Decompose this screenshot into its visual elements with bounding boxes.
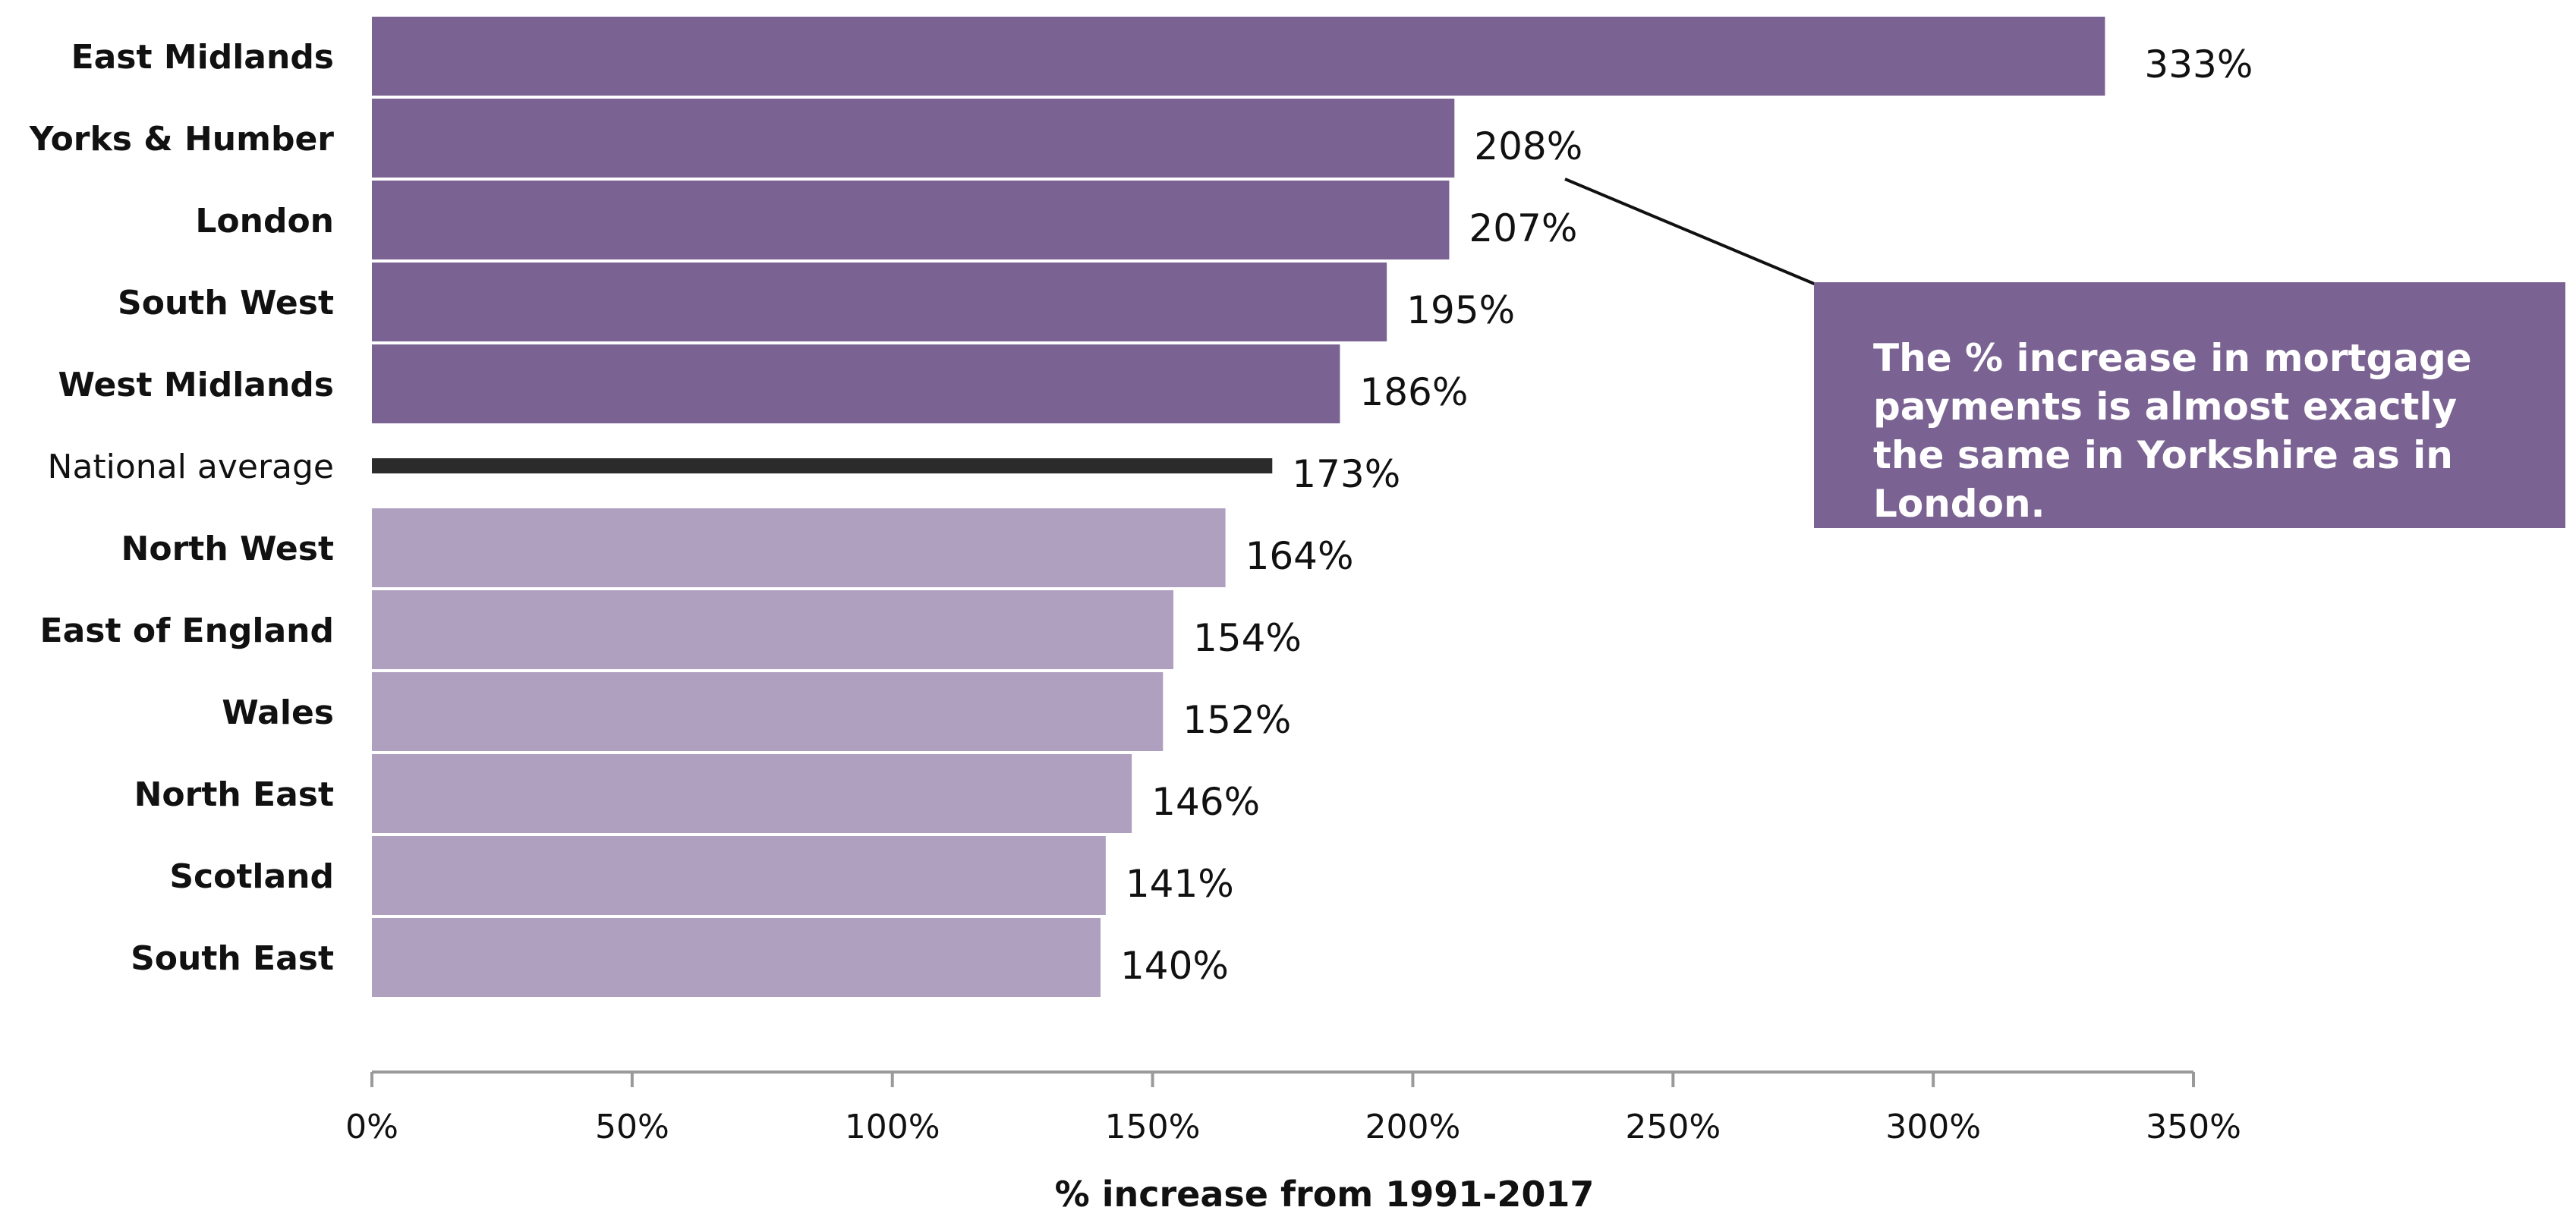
- category-label-scotland: Scotland: [169, 857, 334, 896]
- category-label-east-midlands: East Midlands: [71, 38, 334, 77]
- annotation-text: The % increase in mortgage payments is a…: [1873, 336, 2472, 526]
- category-label-wales: Wales: [222, 693, 334, 732]
- x-tick-label-100: 100%: [845, 1108, 940, 1146]
- bar-north-west: [372, 508, 1226, 587]
- category-label-east-of-england: East of England: [40, 612, 334, 650]
- value-label-south-west: 195%: [1406, 288, 1515, 332]
- bar-south-west: [372, 263, 1387, 341]
- bar-north-east: [372, 754, 1132, 833]
- national-average-bar: [372, 458, 1273, 473]
- value-label-east-midlands: 333%: [2144, 42, 2253, 86]
- value-label-east-of-england: 154%: [1193, 616, 1302, 660]
- value-label-north-west: 164%: [1245, 534, 1354, 578]
- x-tick-label-50: 50%: [595, 1108, 669, 1146]
- value-label-yorks-and-humber: 208%: [1474, 124, 1582, 168]
- category-label-south-west: South West: [118, 284, 334, 322]
- value-label-south-east: 140%: [1120, 944, 1229, 988]
- value-label-west-midlands: 186%: [1359, 370, 1468, 414]
- bar-south-east: [372, 918, 1101, 997]
- category-label-yorks-and-humber: Yorks & Humber: [29, 120, 335, 159]
- value-label-wales: 152%: [1183, 698, 1291, 742]
- bar-wales: [372, 672, 1164, 751]
- x-tick-label-300: 300%: [1885, 1108, 1981, 1146]
- category-label-west-midlands: West Midlands: [58, 366, 335, 404]
- annotation-callout: The % increase in mortgage payments is a…: [1814, 282, 2565, 528]
- category-label-london: London: [195, 202, 334, 241]
- x-axis: 0% 50% 100% 150% 200% 250% 300% 350%: [345, 1071, 2241, 1146]
- bars-layer: East Midlands 333% Yorks & Humber 208% Londo…: [29, 17, 2253, 997]
- category-label-north-east: North East: [134, 775, 334, 814]
- x-tick-label-350: 350%: [2146, 1108, 2241, 1146]
- bar-east-of-england: [372, 590, 1173, 669]
- x-tick-label-200: 200%: [1365, 1108, 1461, 1146]
- bar-east-midlands: [372, 17, 2105, 96]
- category-label-north-west: North West: [121, 530, 334, 568]
- value-label-national-average: 173%: [1292, 452, 1400, 496]
- category-label-south-east: South East: [131, 939, 334, 978]
- x-tick-label-0: 0%: [345, 1108, 398, 1146]
- bar-yorks-and-humber: [372, 99, 1455, 178]
- value-label-scotland: 141%: [1126, 862, 1234, 906]
- value-label-london: 207%: [1469, 206, 1577, 250]
- x-axis-title: % increase from 1991-2017: [1055, 1174, 1595, 1215]
- annotation-leader-line: [1564, 178, 1819, 287]
- bar-west-midlands: [372, 344, 1340, 423]
- x-tick-label-250: 250%: [1625, 1108, 1721, 1146]
- bar-london: [372, 181, 1450, 259]
- x-tick-label-150: 150%: [1105, 1108, 1201, 1146]
- category-label-national-average: National average: [48, 448, 334, 486]
- value-label-north-east: 146%: [1151, 780, 1260, 824]
- bar-scotland: [372, 836, 1106, 915]
